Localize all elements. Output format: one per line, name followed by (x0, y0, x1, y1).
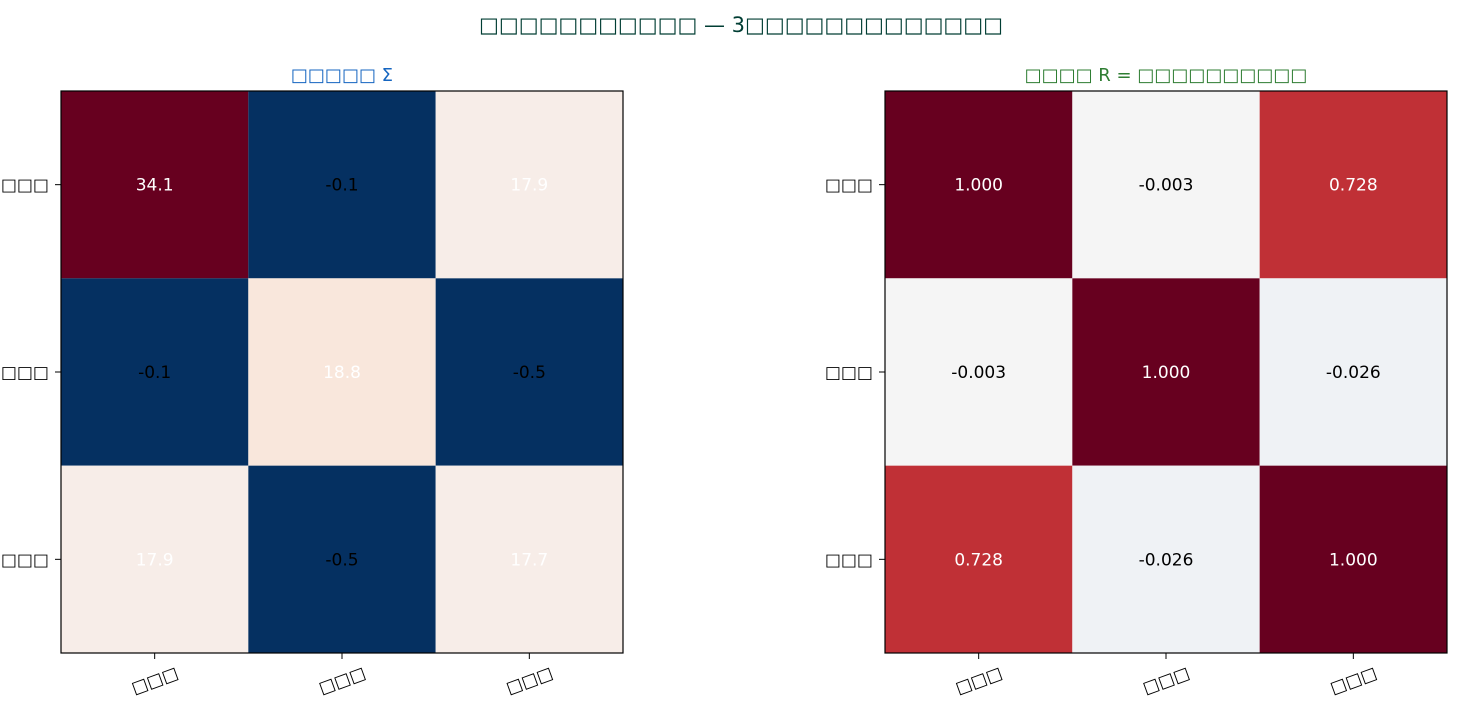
heatmap-cell (61, 465, 249, 653)
heatmap-title: □□□□□ Σ (291, 65, 393, 86)
heatmap-cell (1259, 465, 1447, 653)
heatmap-cell (1072, 465, 1260, 653)
cell-value-label: 0.728 (954, 550, 1003, 570)
cell-value-label: 1.000 (1142, 363, 1191, 383)
covariance-heatmap-panel: □□□□□ Σ 34.1 -0.1 17.9 -0.1 18.8 -0.5 17.9 -0.5 1… (1, 65, 624, 699)
y-tick-label: □□□ (1, 550, 49, 570)
y-tick-label: □□□ (1, 176, 49, 196)
heatmap-cell (435, 278, 623, 466)
cell-value-label: -0.026 (1139, 550, 1194, 570)
y-tick-label: □□□ (825, 363, 873, 383)
cell-value-label: -0.026 (1326, 363, 1381, 383)
cell-value-label: 34.1 (136, 176, 174, 196)
cell-value-label: -0.003 (1139, 176, 1194, 196)
heatmap-cell (248, 91, 436, 279)
heatmap-cell (885, 91, 1073, 279)
heatmap-cell (1259, 91, 1447, 279)
correlation-heatmap-panel: □□□□ R = □□□□□□□□□□ 1.000 -0.003 0.728 -0.00… (825, 65, 1448, 699)
figure-suptitle: □□□□□□□□□□□ — 3□□□□□□□□□□□□□ (479, 13, 1003, 37)
heatmap-cell (435, 91, 623, 279)
heatmap-cell (1072, 278, 1260, 466)
cell-value-label: 0.728 (1329, 176, 1378, 196)
heatmap-cell (61, 278, 249, 466)
heatmap-cell (61, 91, 249, 279)
cell-value-label: -0.1 (325, 176, 358, 196)
heatmap-cell (248, 278, 436, 466)
cell-value-label: 17.7 (510, 550, 548, 570)
cell-value-label: 1.000 (1329, 550, 1378, 570)
cell-value-label: -0.5 (325, 550, 358, 570)
heatmap-cell (248, 465, 436, 653)
cell-value-label: 17.9 (136, 550, 174, 570)
cell-value-label: 18.8 (323, 363, 361, 383)
heatmap-cell (885, 465, 1073, 653)
heatmap-title: □□□□ R = □□□□□□□□□□ (1025, 65, 1308, 86)
cell-value-label: -0.1 (138, 363, 171, 383)
cell-value-label: 17.9 (510, 176, 548, 196)
heatmap-cell (1259, 278, 1447, 466)
cell-value-label: 1.000 (954, 176, 1003, 196)
y-tick-label: □□□ (825, 176, 873, 196)
y-tick-label: □□□ (825, 550, 873, 570)
heatmap-cell (1072, 91, 1260, 279)
heatmap-cell (885, 278, 1073, 466)
cell-value-label: -0.5 (513, 363, 546, 383)
cell-value-label: -0.003 (951, 363, 1006, 383)
y-tick-label: □□□ (1, 363, 49, 383)
heatmap-cell (435, 465, 623, 653)
